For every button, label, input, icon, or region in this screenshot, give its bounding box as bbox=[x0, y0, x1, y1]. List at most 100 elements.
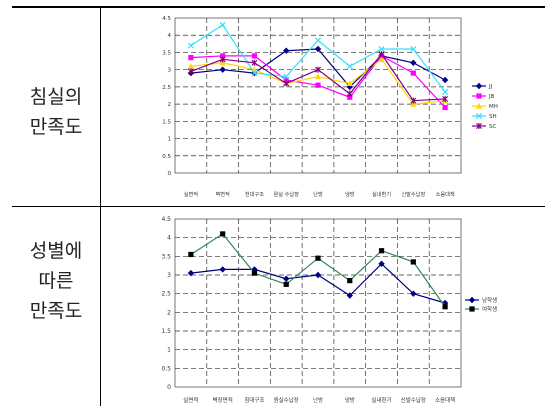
data-point bbox=[219, 21, 226, 28]
row-label-gender-satisfaction: 성별에 따른 만족도 bbox=[12, 236, 100, 326]
data-point bbox=[315, 255, 321, 261]
data-point bbox=[347, 278, 353, 284]
chart-gender-satisfaction: 0 0.5 1 1.5 2 2.5 3 3.5 4 4.5 실면적 벽장면적 침대구조 원실수납장 난방 냉방… bbox=[161, 216, 497, 404]
legend-label: SC bbox=[489, 124, 496, 130]
x-tick-label: 소음대책 bbox=[435, 396, 455, 404]
data-point bbox=[314, 73, 322, 80]
y-tick-label: 3.5 bbox=[161, 253, 171, 260]
legend-label: 여학생 bbox=[482, 305, 497, 313]
y-tick-label: 2.5 bbox=[161, 291, 171, 298]
data-point bbox=[220, 231, 226, 237]
x-tick-label: 소음대책 bbox=[436, 190, 455, 198]
table-row-divider bbox=[12, 206, 545, 207]
row-label-line: 침실의 bbox=[29, 86, 83, 108]
survey-table: 침실의 만족도 성별에 따른 만족도 0 0.5 1 1.5 2 2.5 3 3.5 4 4.5 실… bbox=[12, 6, 545, 406]
legend-marker bbox=[475, 102, 483, 109]
data-point bbox=[219, 66, 226, 73]
x-tick-label: 실내환기 bbox=[371, 396, 391, 404]
x-tick-label: 원실 수납장 bbox=[273, 190, 299, 198]
row-label-line: 따른 bbox=[38, 270, 74, 292]
data-point bbox=[314, 271, 322, 279]
y-tick-label: 4.5 bbox=[161, 216, 171, 223]
data-point bbox=[346, 63, 353, 70]
x-tick-label: 난방 bbox=[313, 396, 323, 404]
x-tick-label: 천대구조 bbox=[245, 190, 264, 198]
y-tick-label: 4.5 bbox=[162, 16, 171, 22]
data-point bbox=[251, 270, 258, 276]
y-tick-label: 2 bbox=[167, 309, 171, 316]
data-point bbox=[251, 53, 258, 59]
data-point bbox=[410, 97, 417, 104]
legend-marker bbox=[476, 122, 482, 130]
series-SH bbox=[187, 21, 449, 96]
y-tick-label: 4 bbox=[168, 33, 172, 39]
x-tick-label: 신발수납장 bbox=[401, 190, 425, 198]
plot-frame bbox=[174, 17, 462, 174]
x-tick-label: 신발수납장 bbox=[401, 396, 426, 404]
y-tick-label: 0 bbox=[167, 384, 171, 391]
x-tick-label: 벽면적 bbox=[216, 190, 231, 198]
data-point bbox=[251, 59, 258, 66]
y-tick-label: 1.5 bbox=[162, 119, 171, 125]
data-point bbox=[314, 37, 322, 44]
data-point bbox=[378, 45, 385, 53]
x-tick-label: 냉방 bbox=[345, 190, 355, 198]
legend-label: JB bbox=[488, 94, 495, 100]
data-point bbox=[378, 248, 385, 254]
legend-label: JJ bbox=[488, 84, 493, 90]
y-tick-label: 0 bbox=[168, 171, 172, 177]
x-tick-label: 침대구조 bbox=[244, 396, 264, 404]
data-point bbox=[410, 45, 417, 53]
y-tick-label: 3 bbox=[168, 68, 172, 74]
y-tick-label: 0.5 bbox=[162, 154, 171, 160]
y-tick-label: 1.5 bbox=[161, 328, 171, 335]
data-point bbox=[410, 59, 417, 66]
data-point bbox=[283, 77, 289, 83]
legend-marker bbox=[475, 112, 483, 120]
x-tick-label: 냉방 bbox=[345, 396, 355, 404]
data-point bbox=[410, 101, 417, 107]
data-point bbox=[346, 80, 353, 87]
legend-marker bbox=[476, 93, 482, 99]
data-point bbox=[346, 90, 353, 97]
table-column-divider bbox=[100, 8, 101, 406]
data-point bbox=[410, 290, 417, 297]
data-point bbox=[251, 70, 258, 77]
data-point bbox=[283, 73, 290, 80]
data-point bbox=[283, 275, 290, 282]
data-point bbox=[315, 82, 321, 88]
data-point bbox=[378, 260, 385, 267]
data-point bbox=[442, 95, 449, 103]
data-point bbox=[378, 56, 385, 62]
series-line-여학생 bbox=[190, 233, 446, 308]
legend-label: SH bbox=[489, 114, 497, 120]
legend-label: MH bbox=[489, 104, 498, 110]
data-point bbox=[442, 89, 449, 96]
data-point bbox=[442, 304, 448, 310]
chart-bedroom-satisfaction: 0 0.5 1 1.5 2 2.5 3 3.5 4 4.5 실면적 벽면적 천대구조 원실 수납장 난방 냉방… bbox=[162, 16, 498, 198]
y-tick-label: 1 bbox=[167, 347, 171, 354]
y-tick-label: 3.5 bbox=[162, 50, 171, 56]
data-point bbox=[188, 55, 194, 61]
data-point bbox=[283, 281, 289, 287]
plot-frame bbox=[174, 218, 462, 388]
y-tick-label: 3 bbox=[167, 272, 171, 279]
data-point bbox=[187, 42, 194, 49]
series-남학생 bbox=[187, 260, 449, 307]
series-여학생 bbox=[188, 231, 448, 310]
y-tick-label: 2.5 bbox=[162, 85, 171, 91]
data-point bbox=[187, 269, 195, 277]
data-point bbox=[219, 56, 226, 63]
data-point bbox=[378, 51, 385, 58]
legend-marker bbox=[469, 306, 475, 312]
data-point bbox=[442, 104, 448, 111]
x-tick-label: 실면적 bbox=[184, 190, 199, 198]
series-line-남학생 bbox=[190, 262, 446, 304]
x-tick-label: 실내환기 bbox=[372, 190, 391, 198]
data-point bbox=[188, 251, 194, 258]
x-tick-label: 벽장면적 bbox=[213, 396, 233, 404]
data-point bbox=[410, 70, 416, 76]
y-tick-label: 1 bbox=[168, 137, 172, 143]
y-tick-label: 4 bbox=[167, 235, 171, 242]
row-label-line: 만족도 bbox=[29, 300, 83, 322]
